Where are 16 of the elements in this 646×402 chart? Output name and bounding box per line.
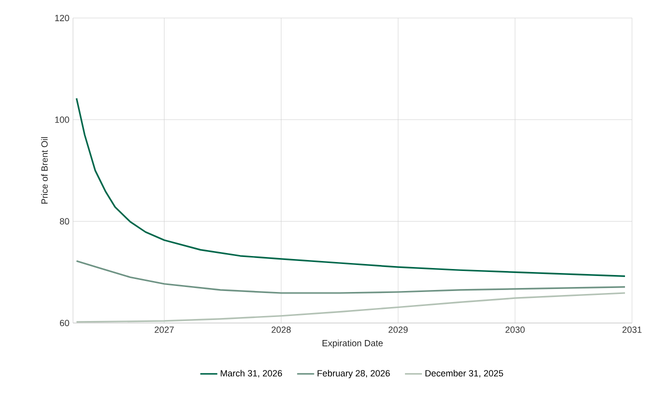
line-series	[76, 98, 626, 278]
x-tick-label: 2029	[388, 326, 408, 333]
y-tick-label: 60	[60, 320, 70, 326]
legend-label: December 31, 2025	[425, 370, 504, 378]
x-axis-title: Expiration Date	[322, 340, 383, 348]
x-tick-label: 2030	[506, 326, 525, 333]
y-axis-title: Price of Brent Oil	[41, 137, 48, 204]
legend-label: February 28, 2026	[318, 370, 390, 378]
x-tick-label: 2031	[622, 326, 642, 333]
legend-label: March 31, 2026	[220, 370, 282, 378]
y-tick-label: 80	[60, 218, 70, 225]
x-tick-label: 2028	[272, 326, 291, 333]
y-tick-label: 120	[55, 14, 70, 22]
line-series	[76, 260, 626, 294]
y-tick-label: 100	[55, 116, 70, 123]
x-tick-label: 2027	[154, 326, 174, 333]
